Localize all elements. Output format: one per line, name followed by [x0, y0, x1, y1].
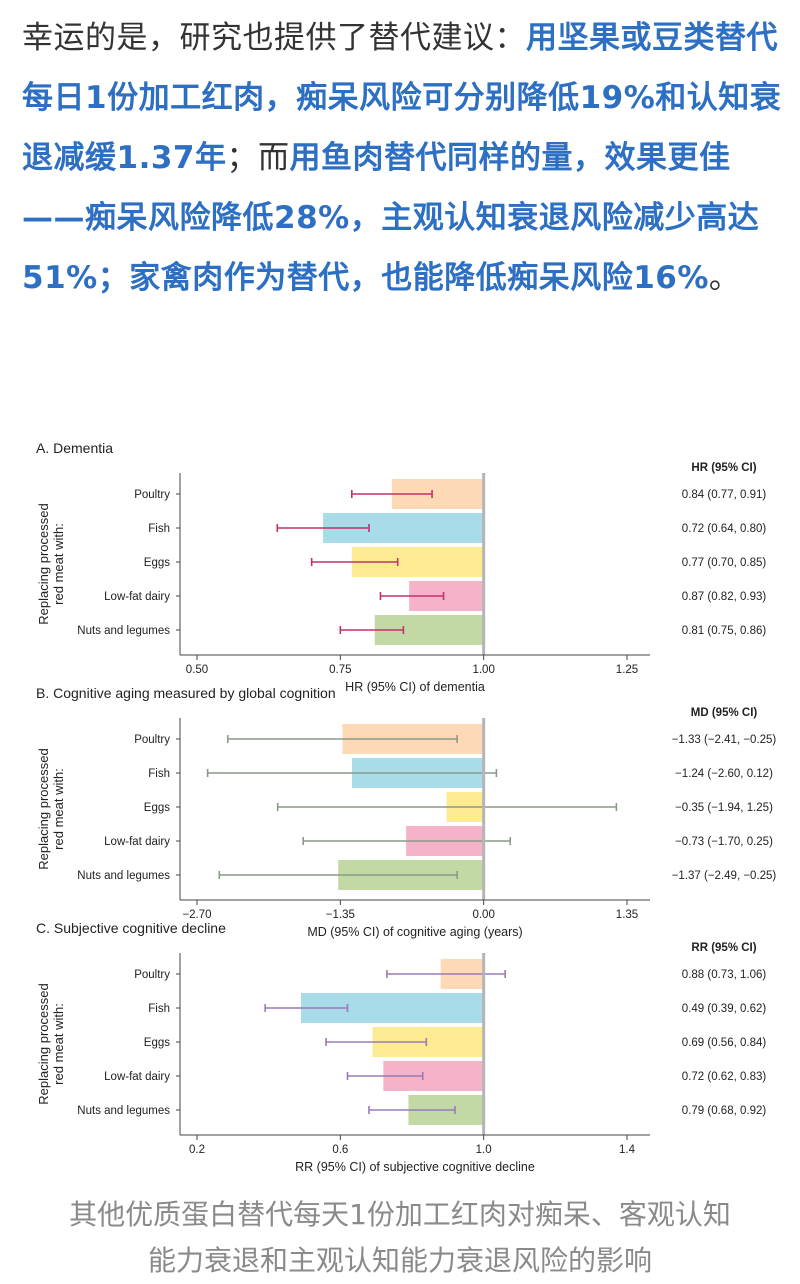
x-tick-label: 1.35 [616, 909, 638, 921]
stat-label: 0.77 (0.70, 0.85) [682, 557, 767, 569]
x-tick-label: −2.70 [182, 909, 211, 921]
stat-label: 0.84 (0.77, 0.91) [682, 489, 767, 501]
stat-label: 0.49 (0.39, 0.62) [682, 1003, 767, 1015]
x-tick-label: 0.00 [472, 909, 494, 921]
y-group-label: Replacing processed [36, 748, 51, 869]
x-axis-label: HR (95% CI) of dementia [345, 680, 485, 694]
stat-label: −0.35 (−1.94, 1.25) [675, 802, 773, 814]
highlighted-text: 用坚果或豆类替代每日1份加工红肉，痴呆风险可分别降低19%和认知衰退减缓1.37… [22, 20, 782, 176]
category-label: Poultry [134, 489, 170, 501]
x-tick-label: −1.35 [326, 909, 355, 921]
stat-label: 0.81 (0.75, 0.86) [682, 625, 767, 637]
body-text: 。 [708, 260, 741, 296]
category-label: Poultry [134, 969, 170, 981]
caption-line-2: 能力衰退和主观认知能力衰退风险的影响 [147, 1244, 652, 1277]
highlighted-text: 用鱼肉替代同样的量，效果更佳——痴呆风险降低28%，主观认知衰退风险减少高达51… [22, 140, 760, 296]
stat-label: 0.79 (0.68, 0.92) [682, 1105, 767, 1117]
stat-header: RR (95% CI) [691, 942, 756, 954]
y-group-label: Replacing processed [36, 983, 51, 1104]
category-label: Low-fat dairy [104, 1071, 170, 1083]
y-group-label: Replacing processed [36, 503, 51, 624]
category-label: Low-fat dairy [104, 591, 170, 603]
x-tick-label: 0.2 [189, 1144, 205, 1156]
figure-caption: 其他优质蛋白替代每天1份加工红肉对痴呆、客观认知 能力衰退和主观认知能力衰退风险… [0, 1192, 800, 1284]
stat-header: HR (95% CI) [691, 462, 756, 474]
stat-label: 0.72 (0.64, 0.80) [682, 523, 767, 535]
x-tick-label: 0.75 [329, 664, 351, 676]
stat-label: 0.69 (0.56, 0.84) [682, 1037, 767, 1049]
article-paragraph: 幸运的是，研究也提供了替代建议：用坚果或豆类替代每日1份加工红肉，痴呆风险可分别… [22, 8, 782, 308]
x-axis-label: MD (95% CI) of cognitive aging (years) [307, 925, 522, 939]
y-group-label: red meat with: [51, 523, 66, 605]
body-text: 幸运的是，研究也提供了替代建议： [22, 20, 526, 56]
category-label: Fish [148, 1003, 170, 1015]
category-label: Fish [148, 523, 170, 535]
category-label: Nuts and legumes [77, 625, 170, 637]
y-group-label: red meat with: [51, 768, 66, 850]
category-label: Poultry [134, 734, 170, 746]
category-label: Eggs [144, 802, 170, 814]
stat-label: 0.72 (0.62, 0.83) [682, 1071, 767, 1083]
category-label: Low-fat dairy [104, 836, 170, 848]
category-label: Nuts and legumes [77, 870, 170, 882]
panel-title: A. Dementia [36, 440, 113, 456]
stat-label: 0.88 (0.73, 1.06) [682, 969, 767, 981]
stat-label: −1.33 (−2.41, −0.25) [672, 734, 777, 746]
x-tick-label: 1.0 [476, 1144, 492, 1156]
category-label: Fish [148, 768, 170, 780]
category-label: Eggs [144, 1037, 170, 1049]
x-tick-label: 1.00 [472, 664, 494, 676]
x-axis-label: RR (95% CI) of subjective cognitive decl… [295, 1160, 535, 1174]
panel-title: B. Cognitive aging measured by global co… [36, 685, 336, 701]
x-tick-label: 1.25 [616, 664, 638, 676]
caption-line-1: 其他优质蛋白替代每天1份加工红肉对痴呆、客观认知 [69, 1198, 731, 1231]
forest-plot-svg: A. Dementia HR (95% CI) Replacing processe… [36, 440, 777, 1174]
x-tick-label: 1.4 [619, 1144, 636, 1156]
forest-plot-figure: A. Dementia HR (95% CI) Replacing processe… [0, 425, 800, 1180]
y-group-label: red meat with: [51, 1003, 66, 1085]
body-text: ；而 [226, 140, 290, 176]
stat-label: −1.24 (−2.60, 0.12) [675, 768, 773, 780]
x-tick-label: 0.6 [332, 1144, 348, 1156]
stat-label: −1.37 (−2.49, −0.25) [672, 870, 777, 882]
panel-title: C. Subjective cognitive decline [36, 920, 226, 936]
category-label: Eggs [144, 557, 170, 569]
stat-label: 0.87 (0.82, 0.93) [682, 591, 767, 603]
category-label: Nuts and legumes [77, 1105, 170, 1117]
stat-label: −0.73 (−1.70, 0.25) [675, 836, 773, 848]
x-tick-label: 0.50 [186, 664, 208, 676]
stat-header: MD (95% CI) [691, 707, 758, 719]
